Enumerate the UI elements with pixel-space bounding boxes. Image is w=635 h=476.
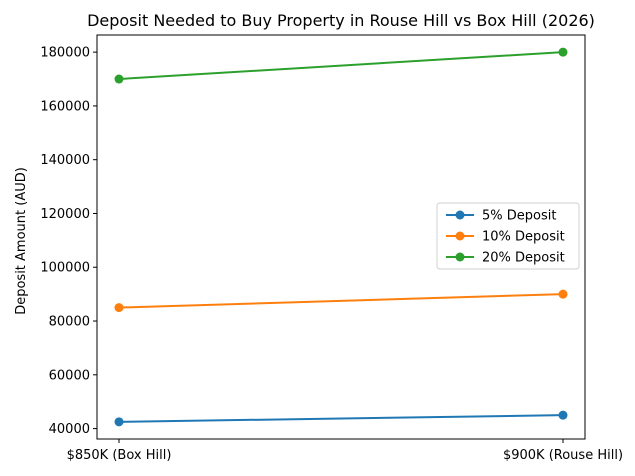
- x-tick-label: $900K (Rouse Hill): [503, 448, 623, 463]
- plot-frame: [96, 34, 586, 440]
- x-tick-label: $850K (Box Hill): [67, 448, 172, 463]
- y-tick-label: 80000: [49, 315, 90, 330]
- y-tick-label: 140000: [40, 153, 90, 168]
- data-point: [558, 410, 568, 420]
- y-tick-label: 160000: [40, 99, 90, 114]
- data-point: [558, 289, 568, 299]
- legend-label: 20% Deposit: [482, 251, 565, 266]
- y-tick-label: 60000: [49, 368, 90, 383]
- data-point: [114, 303, 124, 313]
- legend-swatch-marker: [455, 252, 465, 262]
- data-point: [114, 417, 124, 427]
- legend: 5% Deposit 10% Deposit 20% Deposit: [436, 202, 580, 270]
- y-tick-label: 120000: [40, 207, 90, 222]
- legend-swatch-marker: [455, 231, 465, 241]
- y-tick-label: 100000: [40, 261, 90, 276]
- data-point: [114, 74, 124, 84]
- chart-title: Deposit Needed to Buy Property in Rouse …: [87, 11, 595, 30]
- legend-label: 10% Deposit: [482, 230, 565, 245]
- legend-label: 5% Deposit: [482, 209, 556, 224]
- plot-area: [114, 47, 568, 427]
- series-line-2: [118, 293, 564, 309]
- y-axis-label: Deposit Amount (AUD): [14, 167, 29, 315]
- y-tick-label: 40000: [49, 422, 90, 437]
- data-point: [558, 47, 568, 57]
- series-line-1: [118, 414, 564, 423]
- legend-box: [436, 202, 580, 270]
- y-tick-label: 180000: [40, 46, 90, 61]
- series-line-3: [118, 51, 564, 81]
- legend-swatch-marker: [455, 210, 465, 220]
